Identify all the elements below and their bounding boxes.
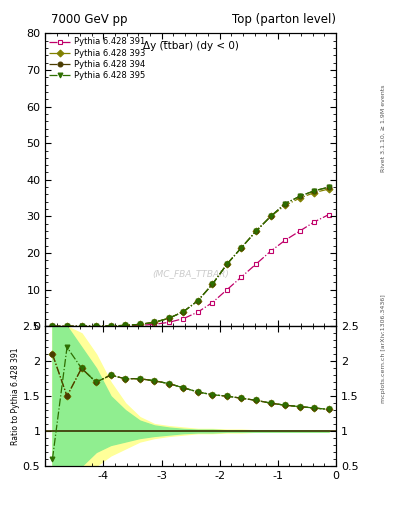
Pythia 6.428 394	[79, 323, 84, 329]
Pythia 6.428 394	[64, 323, 69, 329]
Pythia 6.428 395	[167, 315, 171, 322]
Pythia 6.428 394	[210, 281, 215, 287]
Text: 7000 GeV pp: 7000 GeV pp	[51, 13, 128, 26]
Pythia 6.428 395	[283, 201, 287, 207]
Pythia 6.428 391	[254, 261, 259, 267]
Pythia 6.428 395	[138, 321, 142, 327]
Pythia 6.428 393	[297, 195, 302, 201]
Pythia 6.428 395	[123, 323, 127, 329]
Text: Top (parton level): Top (parton level)	[232, 13, 336, 26]
Pythia 6.428 395	[152, 319, 156, 326]
Pythia 6.428 391	[239, 274, 244, 280]
Line: Pythia 6.428 394: Pythia 6.428 394	[50, 185, 331, 329]
Pythia 6.428 394	[50, 323, 55, 329]
Pythia 6.428 391	[167, 319, 171, 326]
Pythia 6.428 394	[326, 184, 331, 190]
Pythia 6.428 391	[225, 287, 230, 293]
Pythia 6.428 391	[297, 228, 302, 234]
Pythia 6.428 393	[50, 323, 55, 329]
Line: Pythia 6.428 393: Pythia 6.428 393	[50, 186, 331, 329]
Pythia 6.428 393	[283, 202, 287, 208]
Pythia 6.428 394	[297, 193, 302, 199]
Pythia 6.428 391	[79, 323, 84, 329]
Pythia 6.428 395	[210, 281, 215, 287]
Pythia 6.428 395	[326, 184, 331, 190]
Pythia 6.428 395	[312, 188, 317, 194]
Pythia 6.428 393	[123, 323, 127, 329]
Pythia 6.428 394	[254, 228, 259, 234]
Pythia 6.428 393	[64, 323, 69, 329]
Pythia 6.428 391	[64, 323, 69, 329]
Pythia 6.428 395	[94, 323, 98, 329]
Pythia 6.428 395	[79, 323, 84, 329]
Pythia 6.428 394	[268, 214, 273, 220]
Pythia 6.428 391	[94, 323, 98, 329]
Pythia 6.428 393	[138, 321, 142, 327]
Pythia 6.428 395	[225, 261, 230, 267]
Text: (MC_FBA_TTBAR): (MC_FBA_TTBAR)	[152, 269, 229, 278]
Pythia 6.428 393	[181, 309, 186, 315]
Pythia 6.428 395	[108, 323, 113, 329]
Pythia 6.428 391	[196, 309, 200, 315]
Pythia 6.428 391	[268, 248, 273, 254]
Pythia 6.428 393	[210, 281, 215, 287]
Pythia 6.428 393	[79, 323, 84, 329]
Pythia 6.428 393	[326, 186, 331, 192]
Pythia 6.428 394	[94, 323, 98, 329]
Pythia 6.428 393	[239, 245, 244, 251]
Pythia 6.428 391	[210, 300, 215, 306]
Pythia 6.428 395	[254, 228, 259, 234]
Pythia 6.428 394	[138, 321, 142, 327]
Text: Rivet 3.1.10, ≥ 1.9M events: Rivet 3.1.10, ≥ 1.9M events	[381, 84, 386, 172]
Pythia 6.428 394	[283, 201, 287, 207]
Pythia 6.428 391	[283, 237, 287, 243]
Pythia 6.428 391	[181, 315, 186, 322]
Pythia 6.428 391	[108, 323, 113, 329]
Pythia 6.428 395	[239, 245, 244, 251]
Pythia 6.428 394	[123, 323, 127, 329]
Pythia 6.428 393	[225, 261, 230, 267]
Legend: Pythia 6.428 391, Pythia 6.428 393, Pythia 6.428 394, Pythia 6.428 395: Pythia 6.428 391, Pythia 6.428 393, Pyth…	[48, 36, 147, 81]
Pythia 6.428 395	[297, 193, 302, 199]
Pythia 6.428 394	[108, 323, 113, 329]
Pythia 6.428 394	[152, 319, 156, 326]
Pythia 6.428 393	[167, 315, 171, 322]
Y-axis label: Ratio to Pythia 6.428 391: Ratio to Pythia 6.428 391	[11, 347, 20, 445]
Pythia 6.428 395	[64, 323, 69, 329]
Text: mcplots.cern.ch [arXiv:1306.3436]: mcplots.cern.ch [arXiv:1306.3436]	[381, 294, 386, 402]
Pythia 6.428 391	[312, 219, 317, 225]
Pythia 6.428 391	[326, 211, 331, 218]
Pythia 6.428 395	[196, 297, 200, 304]
Pythia 6.428 391	[152, 321, 156, 327]
Pythia 6.428 393	[108, 323, 113, 329]
Pythia 6.428 395	[268, 214, 273, 220]
Pythia 6.428 391	[138, 322, 142, 328]
Pythia 6.428 393	[312, 189, 317, 196]
Pythia 6.428 394	[167, 315, 171, 322]
Pythia 6.428 391	[50, 323, 55, 329]
Pythia 6.428 393	[268, 214, 273, 220]
Pythia 6.428 394	[225, 261, 230, 267]
Pythia 6.428 395	[50, 323, 55, 329]
Pythia 6.428 391	[123, 323, 127, 329]
Pythia 6.428 393	[94, 323, 98, 329]
Pythia 6.428 395	[181, 309, 186, 315]
Text: Δy (t̅tbar) (dy < 0): Δy (t̅tbar) (dy < 0)	[143, 40, 239, 51]
Line: Pythia 6.428 395: Pythia 6.428 395	[50, 185, 331, 329]
Pythia 6.428 393	[152, 319, 156, 326]
Pythia 6.428 393	[254, 228, 259, 234]
Line: Pythia 6.428 391: Pythia 6.428 391	[50, 212, 331, 329]
Pythia 6.428 393	[196, 297, 200, 304]
Pythia 6.428 394	[239, 245, 244, 251]
Pythia 6.428 394	[312, 188, 317, 194]
Pythia 6.428 394	[181, 309, 186, 315]
Pythia 6.428 394	[196, 297, 200, 304]
